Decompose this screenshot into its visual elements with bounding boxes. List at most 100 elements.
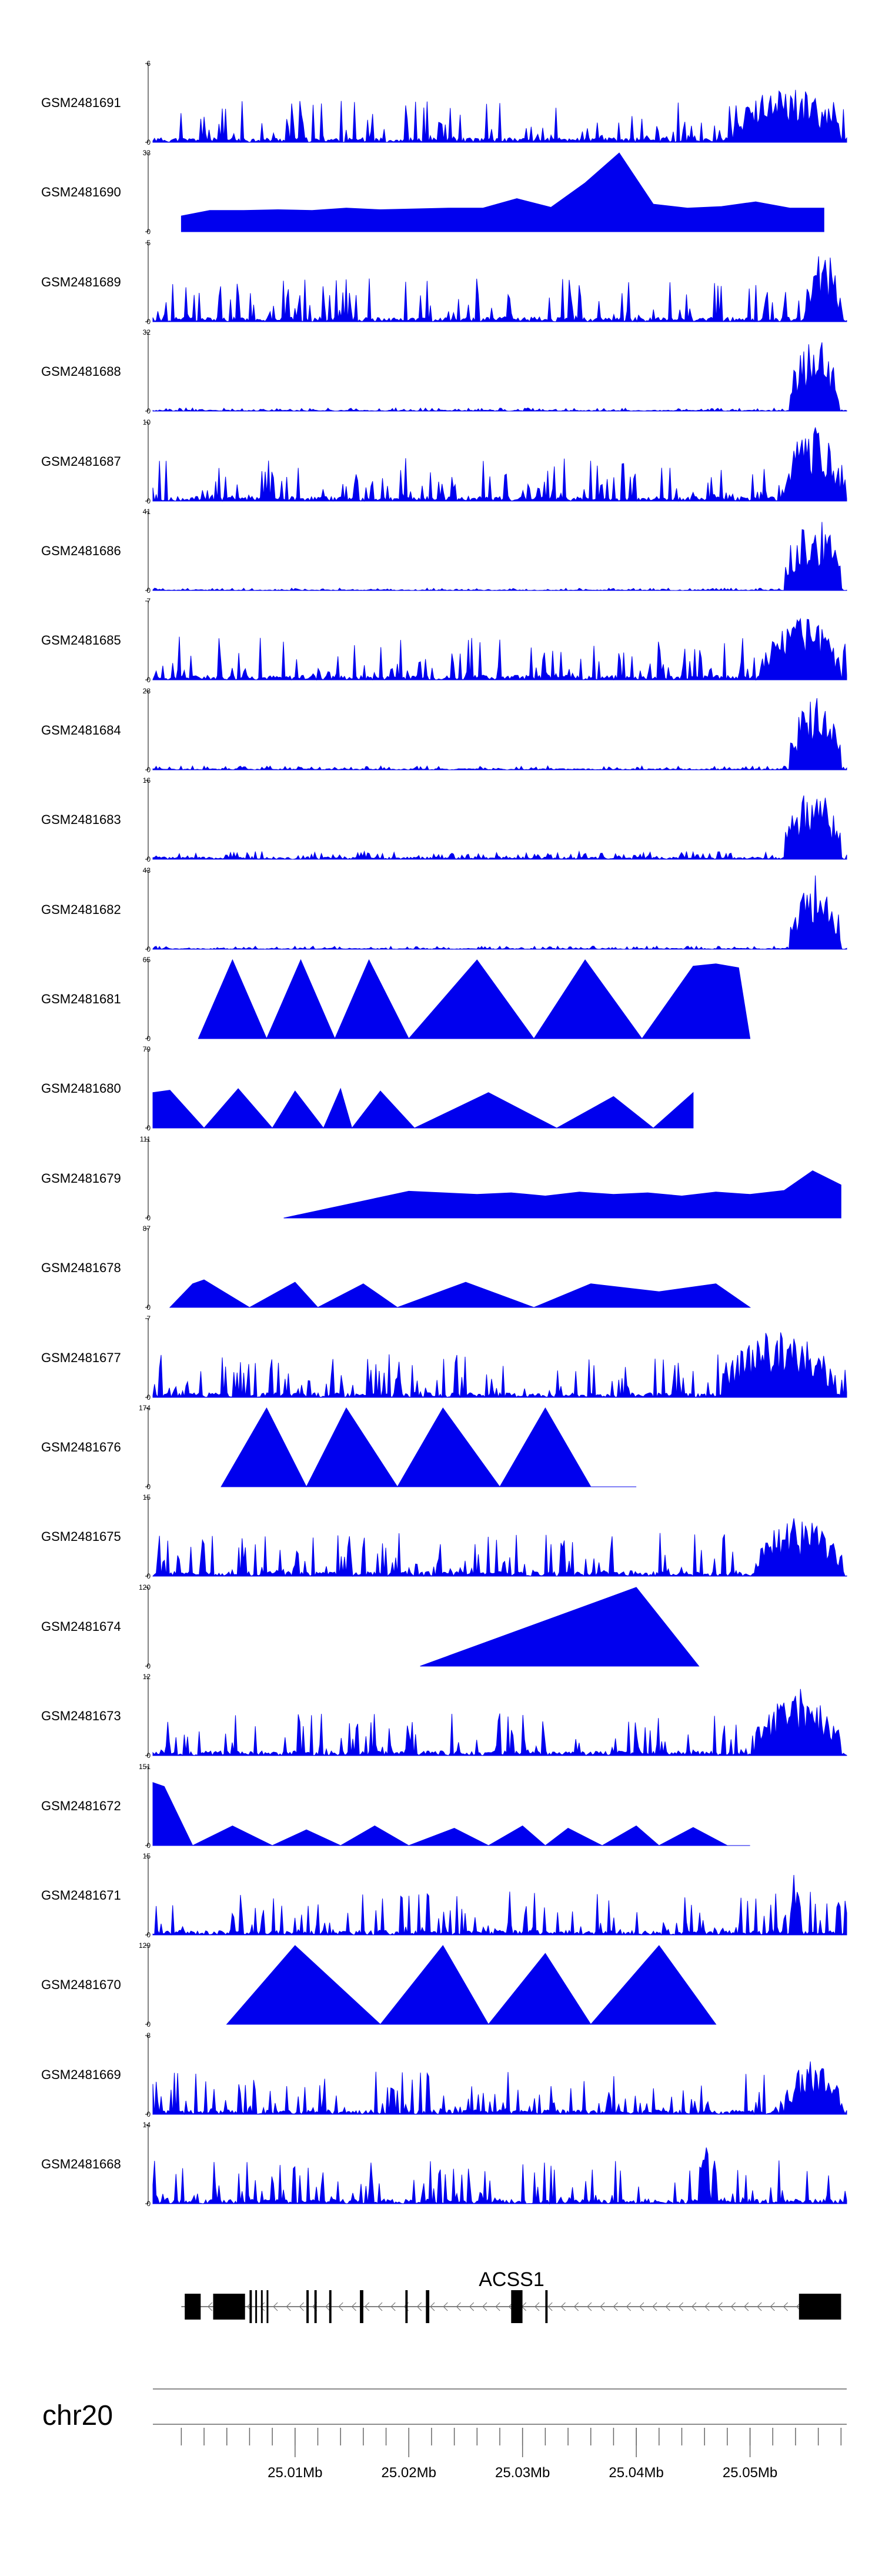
track-label: GSM2481675 (41, 1529, 121, 1544)
signal-track (145, 1856, 847, 1936)
coverage-area (198, 959, 751, 1040)
track-label: GSM2481677 (41, 1350, 121, 1365)
signal-track (145, 332, 847, 412)
track-ymin-label: 0 (146, 1661, 151, 1670)
track-label: GSM2481691 (41, 95, 121, 110)
signal-track (145, 870, 847, 950)
track-label: GSM2481676 (41, 1440, 121, 1454)
track-ymin-label: 0 (146, 228, 151, 236)
gene-name-label: ACSS1 (479, 2268, 544, 2291)
gene-exon (426, 2290, 430, 2323)
strand-arrow (325, 2302, 330, 2311)
track-ymax-label: 111 (139, 1134, 151, 1143)
track-ymax-label: 129 (138, 1941, 151, 1950)
track-ymin-label: 0 (146, 1213, 151, 1222)
track-ymin-label: 0 (146, 765, 151, 774)
track-label: GSM2481688 (41, 364, 121, 379)
coverage-area (152, 256, 847, 323)
coverage-area (152, 1689, 847, 1757)
track-ymax-label: 120 (138, 1583, 151, 1591)
gene-exon (306, 2290, 309, 2323)
strand-arrow (430, 2302, 435, 2311)
track-ymin-label: 0 (146, 1035, 151, 1043)
track-ymin-label: 0 (146, 317, 151, 326)
track-ymin-label: 0 (146, 1751, 151, 1760)
strand-arrow (495, 2302, 500, 2311)
signal-track (145, 1228, 751, 1308)
gene-exon (799, 2294, 841, 2320)
track-label: GSM2481673 (41, 1709, 121, 1724)
track-ymax-label: 8 (146, 2031, 151, 2040)
track-ymax-label: 6 (146, 59, 151, 68)
track-label: GSM2481671 (41, 1888, 121, 1903)
track-ymin-label: 0 (146, 496, 151, 505)
coverage-area (226, 1945, 717, 2026)
track-label: GSM2481686 (41, 543, 121, 558)
track-ymin-label: 0 (146, 407, 151, 416)
strand-arrow (717, 2302, 723, 2311)
strand-arrow (286, 2302, 291, 2311)
genome-axis: 25.01Mb 25.02Mb 25.03Mb 25.04Mb 25.05Mb (153, 2388, 847, 2481)
strand-arrow (573, 2302, 579, 2311)
strand-arrow (587, 2302, 592, 2311)
strand-arrow (351, 2302, 356, 2311)
signal-track (145, 1766, 750, 1846)
track-label: GSM2481678 (41, 1260, 121, 1276)
track-label: GSM2481682 (41, 902, 121, 917)
track-label: GSM2481670 (41, 1977, 121, 1993)
signal-track (145, 600, 847, 681)
track-ymin-label: 0 (146, 1483, 151, 1491)
strand-arrow (207, 2302, 213, 2311)
track-ymin-label: 0 (146, 676, 151, 685)
track-label: GSM2481681 (41, 992, 121, 1006)
strand-arrow (456, 2302, 461, 2311)
signal-track (145, 2124, 847, 2205)
track-ymax-label: 5 (146, 238, 151, 247)
strand-arrow (757, 2302, 762, 2311)
axis-tick-label: 25.01Mb (268, 2465, 322, 2481)
strand-arrow (600, 2302, 605, 2311)
signal-track (145, 152, 824, 232)
strand-arrow (665, 2302, 670, 2311)
axis-tick-label: 25.05Mb (723, 2465, 777, 2481)
signal-track (145, 63, 847, 144)
track-ymax-label: 7 (146, 597, 151, 606)
strand-arrow (547, 2302, 553, 2311)
track-label: GSM2481690 (41, 185, 121, 200)
track-label: GSM2481680 (41, 1081, 121, 1096)
signal-track (145, 1407, 637, 1488)
coverage-area (152, 1874, 847, 1936)
coverage-area (220, 1407, 637, 1488)
track-label: GSM2481684 (41, 722, 121, 738)
gene-exon (405, 2290, 408, 2323)
coverage-area (152, 89, 847, 144)
coverage-area (152, 1332, 847, 1399)
track-label: GSM2481689 (41, 274, 121, 289)
track-label: GSM2481685 (41, 633, 121, 648)
strand-arrow (299, 2302, 304, 2311)
strand-arrow (377, 2302, 383, 2311)
coverage-area (152, 618, 847, 681)
coverage-area (152, 875, 847, 950)
gene-exon (360, 2290, 363, 2323)
signal-track (145, 690, 847, 770)
track-ymax-label: 174 (138, 1404, 151, 1412)
strand-arrow (416, 2302, 422, 2311)
track-ymin-label: 0 (146, 586, 151, 595)
coverage-area (152, 1781, 750, 1846)
track-label: GSM2481683 (41, 812, 121, 827)
axis-tick-label: 25.04Mb (609, 2465, 663, 2481)
track-label: GSM2481687 (41, 453, 121, 469)
strand-arrow (364, 2302, 370, 2311)
track-ymin-label: 0 (146, 2020, 151, 2029)
signal-track (145, 1049, 694, 1129)
track-ymin-label: 0 (146, 945, 151, 953)
track-label: GSM2481679 (41, 1170, 121, 1186)
strand-arrow (678, 2302, 684, 2311)
coverage-area (152, 427, 847, 502)
strand-arrow (560, 2302, 566, 2311)
strand-arrow (534, 2302, 540, 2311)
track-label: GSM2481674 (41, 1619, 121, 1634)
signal-track (145, 422, 847, 502)
